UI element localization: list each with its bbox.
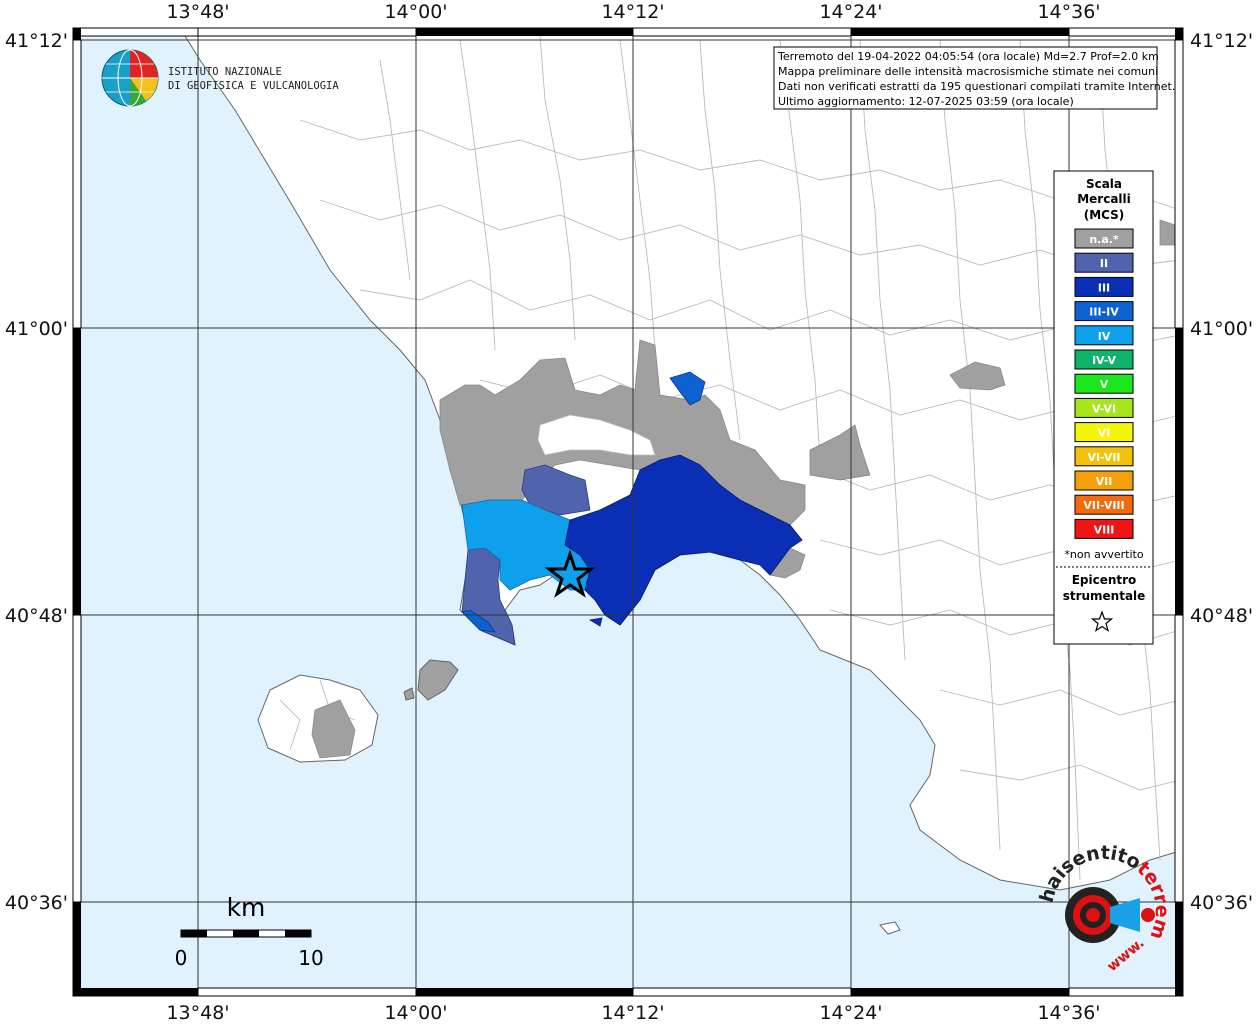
lat-label-left: 41°00' xyxy=(5,318,68,340)
scale-start: 0 xyxy=(175,946,188,970)
lon-label-top: 14°00' xyxy=(384,1,447,23)
legend-label: VII xyxy=(1096,475,1113,488)
legend-star-icon xyxy=(1090,610,1114,632)
lat-label-right: 40°36' xyxy=(1190,892,1253,914)
info-line: Mappa preliminare delle intensità macros… xyxy=(778,65,1158,78)
lon-labels-top: 13°48' 14°00' 14°12' 14°24' 14°36' xyxy=(166,1,1100,23)
legend-epicenter-line: strumentale xyxy=(1063,589,1146,603)
legend-label: V-VI xyxy=(1092,402,1116,415)
lat-label-left: 40°48' xyxy=(5,605,68,627)
epicenter-star-icon xyxy=(544,549,596,598)
info-line: Terremoto del 19-04-2022 04:05:54 (ora l… xyxy=(777,50,1159,63)
vivara-islet xyxy=(403,687,415,701)
legend-label: n.a.* xyxy=(1089,233,1119,246)
lat-labels-left: 41°12' 41°00' 40°48' 40°36' xyxy=(5,30,68,914)
scale-end: 10 xyxy=(298,946,323,970)
unmapped-area xyxy=(537,414,656,456)
ingv-logo-line1: ISTITUTO NAZIONALE xyxy=(168,66,282,78)
legend-label: VI xyxy=(1098,427,1111,440)
scale-bar: km 0 10 xyxy=(175,893,324,970)
lon-label-bottom: 13°48' xyxy=(166,1002,229,1024)
info-line: Dati non verificati estratti da 195 ques… xyxy=(778,80,1175,93)
info-line: Ultimo aggiornamento: 12-07-2025 03:59 (… xyxy=(778,95,1074,108)
legend: Scala Mercalli (MCS) n.a.*IIIIIIII-IVIVI… xyxy=(1053,170,1154,645)
scale-unit: km xyxy=(227,893,266,922)
legend-swatch xyxy=(1074,446,1134,467)
lat-label-right: 41°00' xyxy=(1190,318,1253,340)
legend-swatch xyxy=(1074,252,1134,273)
legend-label: II xyxy=(1100,257,1108,270)
legend-swatch xyxy=(1074,470,1134,491)
graticule xyxy=(73,28,1183,996)
lat-label-right: 40°48' xyxy=(1190,605,1253,627)
lat-label-left: 40°36' xyxy=(5,892,68,914)
legend-swatch xyxy=(1074,325,1134,346)
legend-label: III xyxy=(1098,281,1110,294)
legend-label: VII-VIII xyxy=(1083,499,1124,512)
legend-epicenter-line: Epicentro xyxy=(1072,573,1137,587)
lat-label-right: 41°12' xyxy=(1190,30,1253,52)
procida-island xyxy=(417,659,459,701)
ingv-logo-line2: DI GEOFISICA E VULCANOLOGIA xyxy=(168,80,339,92)
intensity-iii-fragment xyxy=(588,617,603,627)
map-frame xyxy=(72,27,1184,997)
legend-swatch xyxy=(1074,397,1134,418)
legend-label: IV xyxy=(1098,330,1111,343)
legend-swatch xyxy=(1074,349,1134,370)
capri-island xyxy=(879,921,901,935)
lon-label-top: 13°48' xyxy=(166,1,229,23)
legend-note: *non avvertito xyxy=(1064,548,1143,561)
lon-label-bottom: 14°00' xyxy=(384,1002,447,1024)
legend-label: III-IV xyxy=(1089,306,1119,319)
lon-label-top: 14°24' xyxy=(819,1,882,23)
lon-label-bottom: 14°36' xyxy=(1037,1002,1100,1024)
legend-label: V xyxy=(1100,378,1109,391)
legend-swatch xyxy=(1074,422,1134,443)
legend-title-line: (MCS) xyxy=(1084,208,1125,222)
legend-swatch xyxy=(1074,373,1134,394)
lon-label-top: 14°12' xyxy=(601,1,664,23)
ingv-logo: ISTITUTO NAZIONALE DI GEOFISICA E VULCAN… xyxy=(101,49,339,107)
lon-label-bottom: 14°24' xyxy=(819,1002,882,1024)
lon-labels-bottom: 13°48' 14°00' 14°12' 14°24' 14°36' xyxy=(166,1002,1100,1024)
legend-swatch xyxy=(1074,301,1134,322)
legend-title-line: Scala xyxy=(1086,177,1122,191)
lon-label-top: 14°36' xyxy=(1037,1,1100,23)
legend-swatch xyxy=(1074,228,1134,249)
intensity-iii-area xyxy=(564,454,803,626)
legend-label: IV-V xyxy=(1092,354,1117,367)
info-box: Terremoto del 19-04-2022 04:05:54 (ora l… xyxy=(773,46,1175,110)
legend-swatch xyxy=(1074,494,1134,515)
legend-swatch xyxy=(1074,518,1134,539)
lat-label-left: 41°12' xyxy=(5,30,68,52)
legend-label: VI-VII xyxy=(1087,451,1120,464)
legend-title-line: Mercalli xyxy=(1077,192,1131,206)
lat-labels-right: 41°12' 41°00' 40°48' 40°36' xyxy=(1190,30,1253,914)
lon-label-bottom: 14°12' xyxy=(601,1002,664,1024)
legend-label: VIII xyxy=(1094,523,1115,536)
legend-swatch xyxy=(1074,276,1134,297)
